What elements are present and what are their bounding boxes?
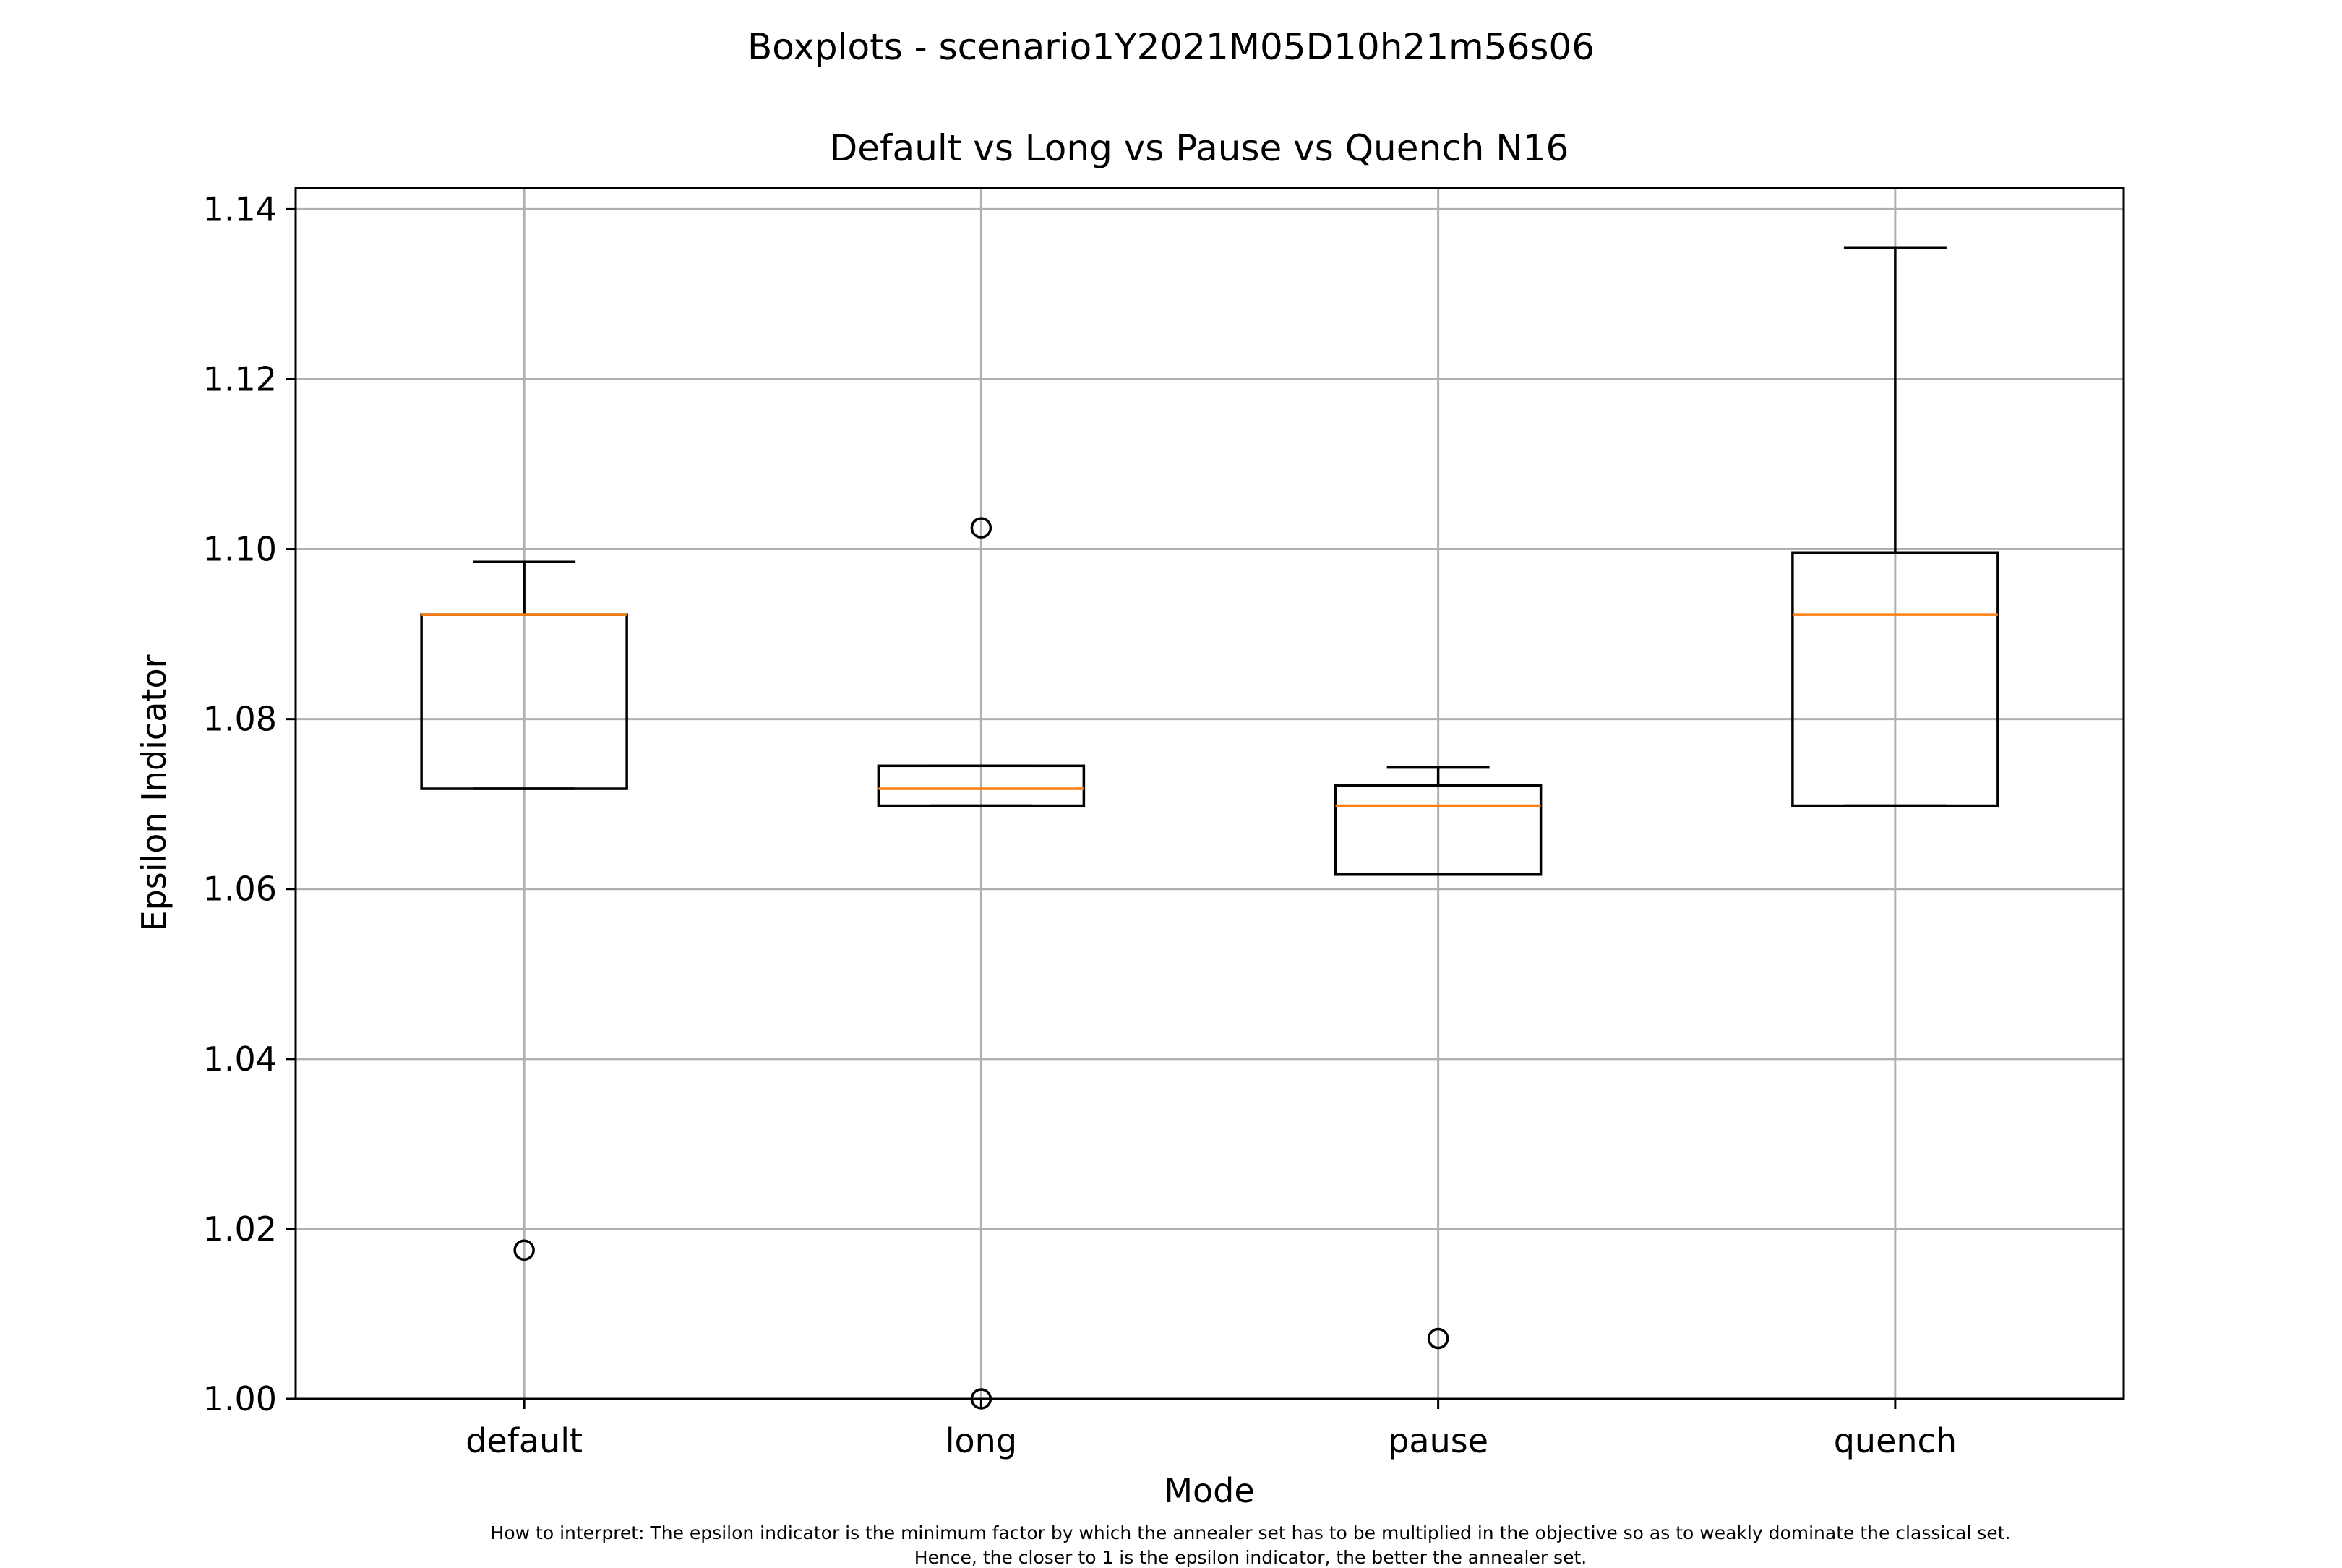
x-axis-label: Mode [1164,1471,1254,1510]
iqr-box [1791,551,1999,807]
box-pause [1334,766,1543,1350]
x-tick-label: default [466,1421,583,1460]
box-quench [1791,246,1999,807]
footnote-line-2: Hence, the closer to 1 is the epsilon in… [914,1547,1587,1568]
y-tick-label: 1.02 [203,1209,277,1248]
y-tick-label: 1.10 [203,530,277,569]
y-tick-label: 1.14 [203,189,277,228]
iqr-box [877,764,1086,807]
y-tick-label: 1.06 [203,870,277,909]
y-axis-label: Epsilon Indicator [134,654,173,931]
chart-title: Default vs Long vs Pause vs Quench N16 [830,127,1569,169]
y-tick-label: 1.12 [203,359,277,398]
iqr-box [1334,784,1543,876]
x-tick-label: pause [1388,1421,1488,1460]
boxes-layer [420,246,1999,1410]
x-axis-ticks: default long pause quench [466,1399,1957,1460]
grid-lines [296,188,2124,1400]
footnote-line-1: How to interpret: The epsilon indicator … [490,1522,2011,1543]
y-tick-label: 1.00 [203,1379,277,1418]
outlier-point [513,1239,535,1261]
y-tick-label: 1.08 [203,700,277,739]
outlier-point [970,517,992,539]
y-tick-label: 1.04 [203,1040,277,1079]
plot-frame [294,187,2125,1400]
box-default [420,560,628,1261]
chart-suptitle: Boxplots - scenario1Y2021M05D10h21m56s06 [747,26,1595,68]
x-tick-label: long [945,1421,1017,1460]
x-tick-label: quench [1834,1421,1957,1460]
y-axis-ticks: 1.00 1.02 1.04 1.06 1.08 1.10 1.12 1.14 [203,189,296,1418]
outlier-point [1427,1327,1449,1350]
